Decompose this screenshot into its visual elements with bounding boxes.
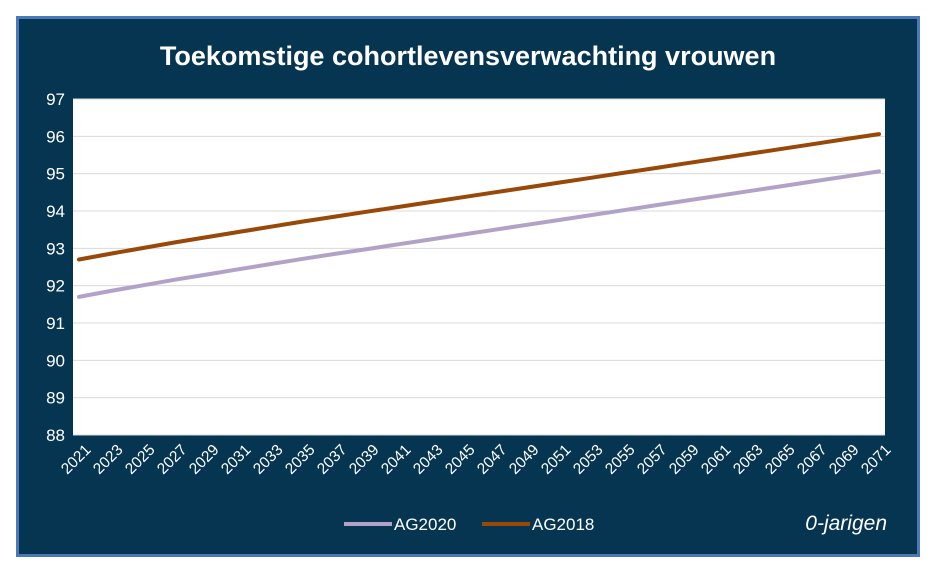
legend-label-ag2020: AG2020 xyxy=(394,515,456,534)
x-tick-label: 2047 xyxy=(474,441,510,477)
y-tick-label: 89 xyxy=(46,389,65,408)
y-tick-label: 95 xyxy=(46,165,65,184)
x-tick-label: 2061 xyxy=(698,441,734,477)
y-tick-label: 94 xyxy=(46,202,65,221)
x-tick-label: 2043 xyxy=(410,441,446,477)
y-tick-label: 93 xyxy=(46,239,65,258)
x-tick-label: 2055 xyxy=(602,441,638,477)
x-axis-ticks: 2021202320252027202920312033203520372039… xyxy=(58,441,894,477)
chart-frame: Toekomstige cohortlevensverwachting vrou… xyxy=(16,16,920,557)
x-tick-label: 2037 xyxy=(314,441,350,477)
x-tick-label: 2057 xyxy=(634,441,670,477)
y-tick-label: 92 xyxy=(46,277,65,296)
annotation-0-jarigen: 0-jarigen xyxy=(805,512,887,535)
y-axis-ticks: 88 89 90 91 92 93 94 95 96 97 xyxy=(46,90,65,445)
y-tick-label: 96 xyxy=(46,127,65,146)
y-tick-label: 91 xyxy=(46,314,65,333)
x-tick-label: 2029 xyxy=(186,441,222,477)
legend-label-ag2018: AG2018 xyxy=(532,515,594,534)
y-tick-label: 88 xyxy=(46,426,65,445)
x-tick-label: 2021 xyxy=(58,441,94,477)
series-lines xyxy=(77,132,881,299)
legend: AG2020 AG2018 xyxy=(344,515,594,534)
x-tick-label: 2063 xyxy=(730,441,766,477)
series-line-ag2020 xyxy=(77,169,881,299)
x-tick-label: 2045 xyxy=(442,441,478,477)
x-tick-label: 2035 xyxy=(282,441,318,477)
plot-area xyxy=(73,99,885,435)
chart-svg: Toekomstige cohortlevensverwachting vrou… xyxy=(46,41,894,535)
x-tick-label: 2039 xyxy=(346,441,382,477)
series-line-ag2018 xyxy=(77,132,881,262)
x-tick-label: 2023 xyxy=(90,441,126,477)
x-tick-label: 2071 xyxy=(858,441,894,477)
x-tick-label: 2051 xyxy=(538,441,574,477)
y-tick-label: 97 xyxy=(46,90,65,109)
x-tick-label: 2059 xyxy=(666,441,702,477)
chart-title: Toekomstige cohortlevensverwachting vrou… xyxy=(160,41,776,71)
x-tick-label: 2025 xyxy=(122,441,158,477)
gridlines xyxy=(73,98,885,436)
x-tick-label: 2053 xyxy=(570,441,606,477)
x-tick-label: 2041 xyxy=(378,441,414,477)
x-tick-label: 2031 xyxy=(218,441,254,477)
x-tick-label: 2067 xyxy=(794,441,830,477)
x-tick-label: 2065 xyxy=(762,441,798,477)
x-tick-label: 2033 xyxy=(250,441,286,477)
x-tick-label: 2049 xyxy=(506,441,542,477)
x-tick-label: 2069 xyxy=(826,441,862,477)
x-tick-label: 2027 xyxy=(154,441,190,477)
y-tick-label: 90 xyxy=(46,351,65,370)
